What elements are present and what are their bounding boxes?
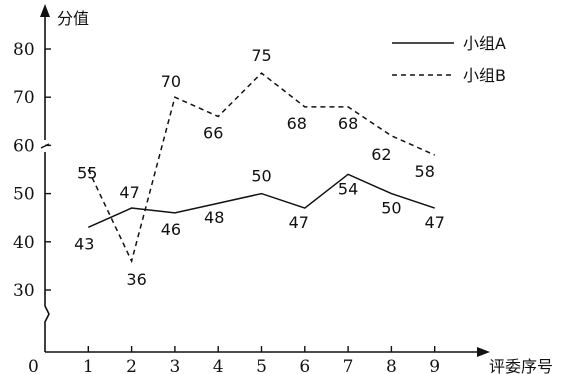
origin-label: 0 bbox=[28, 357, 39, 374]
data-label-group-b: 62 bbox=[371, 145, 391, 164]
x-tick-label-3: 3 bbox=[169, 357, 180, 374]
data-label-group-a: 50 bbox=[251, 167, 271, 186]
data-label-group-b: 66 bbox=[203, 123, 223, 142]
x-ticks: 1 2 3 4 5 6 7 8 9 bbox=[83, 346, 440, 374]
data-label-group-a: 43 bbox=[74, 234, 94, 253]
data-label-group-a: 54 bbox=[338, 179, 358, 198]
y-axis-label: 分值 bbox=[57, 9, 89, 28]
data-label-group-b: 55 bbox=[77, 164, 97, 183]
data-label-group-b: 68 bbox=[287, 114, 307, 133]
data-label-group-a: 47 bbox=[119, 183, 139, 202]
data-labels-group-a: 43 47 46 48 50 47 54 50 47 bbox=[74, 167, 445, 254]
x-tick-label-9: 9 bbox=[429, 357, 440, 374]
data-label-group-a: 48 bbox=[204, 208, 224, 227]
y-tick-label-30: 30 bbox=[13, 281, 35, 301]
data-label-group-b: 36 bbox=[126, 270, 146, 289]
x-tick-label-6: 6 bbox=[299, 357, 310, 374]
data-label-group-a: 47 bbox=[289, 213, 309, 232]
y-tick-label-80: 80 bbox=[13, 40, 35, 60]
x-axis-arrow bbox=[477, 347, 490, 357]
y-tick-label-40: 40 bbox=[13, 233, 35, 253]
x-tick-label-2: 2 bbox=[126, 357, 137, 374]
y-tick-label-70: 70 bbox=[13, 88, 35, 108]
x-tick-label-1: 1 bbox=[83, 357, 94, 374]
x-tick-label-7: 7 bbox=[343, 357, 354, 374]
y-axis-arrow bbox=[40, 4, 50, 17]
legend-label-group-a: 小组A bbox=[463, 34, 506, 53]
legend-label-group-b: 小组B bbox=[463, 66, 506, 85]
y-axis bbox=[44, 14, 50, 352]
data-label-group-a: 50 bbox=[381, 199, 401, 218]
legend: 小组A 小组B bbox=[392, 34, 506, 85]
x-tick-label-8: 8 bbox=[386, 357, 397, 374]
y-tick-label-50: 50 bbox=[13, 185, 35, 205]
data-label-group-b: 75 bbox=[251, 46, 271, 65]
y-ticks: 30 40 50 60 70 80 bbox=[13, 40, 51, 301]
x-tick-label-4: 4 bbox=[213, 357, 224, 374]
data-label-group-a: 46 bbox=[161, 220, 181, 239]
data-label-group-b: 70 bbox=[161, 72, 181, 91]
x-tick-label-5: 5 bbox=[256, 357, 267, 374]
y-tick-label-60: 60 bbox=[13, 136, 35, 156]
data-label-group-a: 47 bbox=[425, 213, 445, 232]
series-line-group-b bbox=[87, 72, 436, 264]
data-label-group-b: 58 bbox=[415, 162, 435, 181]
data-labels-group-b: 55 36 70 66 75 68 68 62 58 bbox=[77, 46, 435, 289]
series-line-group-a bbox=[87, 173, 435, 229]
data-label-group-b: 68 bbox=[338, 114, 358, 133]
x-axis-label: 评委序号 bbox=[489, 357, 553, 374]
